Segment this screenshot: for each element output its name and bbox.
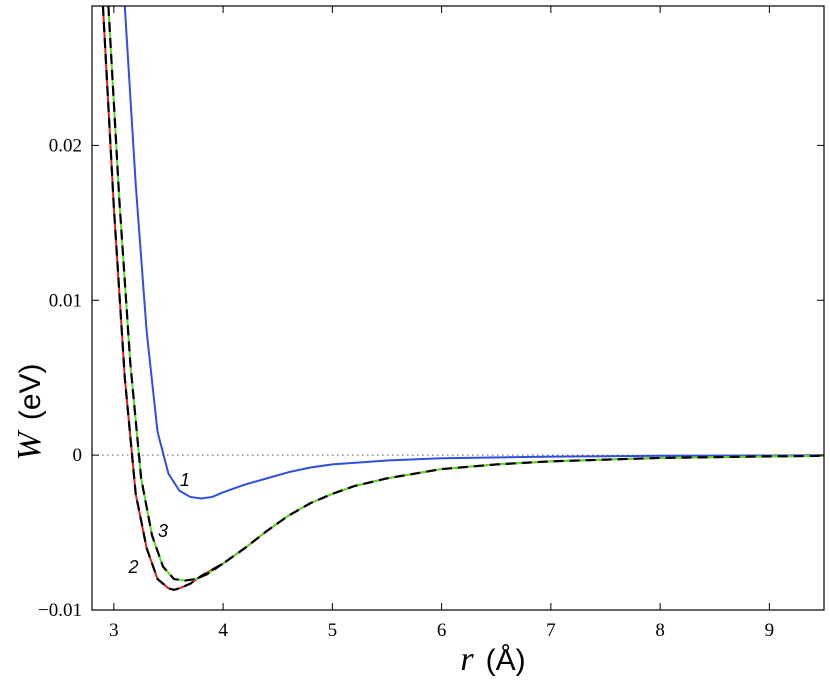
series-line-overlay-3: [101, 6, 824, 591]
y-tick-label: −0.01: [38, 600, 82, 621]
series-layer: [101, 6, 824, 591]
x-tick-label: 6: [437, 620, 447, 641]
y-axis-variable: W: [11, 430, 48, 461]
curve-label-3: 3: [158, 521, 168, 541]
plot-frame: [91, 5, 825, 611]
x-axis-title: r (Å): [460, 641, 525, 678]
y-axis-unit: (eV): [14, 363, 47, 420]
x-tick-label: 8: [655, 620, 665, 641]
y-axis-title: W (eV): [11, 363, 48, 460]
x-tick-label: 5: [328, 620, 338, 641]
x-tick-label: 9: [765, 620, 775, 641]
x-tick-label: 7: [546, 620, 556, 641]
curve-label-1: 1: [180, 470, 190, 490]
curve-label-2: 2: [128, 557, 139, 577]
plot-background: [92, 6, 824, 610]
annotation-layer: 1 23: [128, 470, 190, 577]
y-tick-label: 0.01: [49, 290, 82, 311]
y-tick-label: 0: [73, 445, 83, 466]
y-tick-label: 0.02: [49, 135, 82, 156]
x-axis-variable: r: [460, 641, 474, 678]
x-axis-unit: (Å): [486, 644, 526, 677]
series-line-overlay-4: [107, 6, 224, 582]
x-tick-label: 3: [109, 620, 119, 641]
tick-layer: 3 4 5 6 7 8 9 −0.01 0 0.01 0.02: [38, 6, 824, 641]
series-line-1: [123, 6, 824, 500]
x-tick-label: 4: [218, 620, 228, 641]
